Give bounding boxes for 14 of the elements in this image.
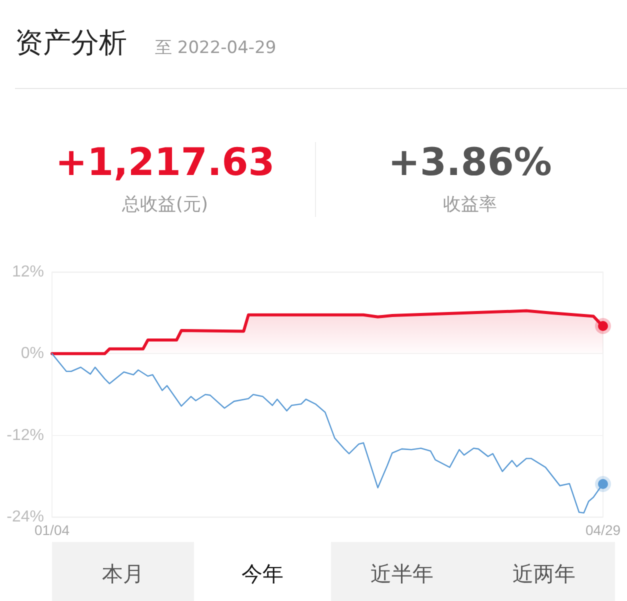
text: 本月 (101, 561, 145, 588)
text: 近半年 (370, 561, 434, 588)
chart-subtitle: 至 2022-04-29 (155, 37, 276, 59)
text: 总收益(元) (120, 193, 210, 216)
text: 收益率 (442, 193, 498, 216)
y-tick-label: 0% (20, 345, 44, 362)
text: 近两年 (512, 561, 576, 588)
text: +3.86% (387, 140, 553, 184)
y-tick-label: 12% (12, 264, 44, 280)
text: 今年 (240, 561, 284, 588)
y-tick-label: -12% (6, 426, 44, 444)
x-tick-label: 04/29 (585, 522, 621, 538)
text: +1,217.63 (54, 140, 276, 184)
chart-title: 资产分析 (15, 25, 127, 61)
